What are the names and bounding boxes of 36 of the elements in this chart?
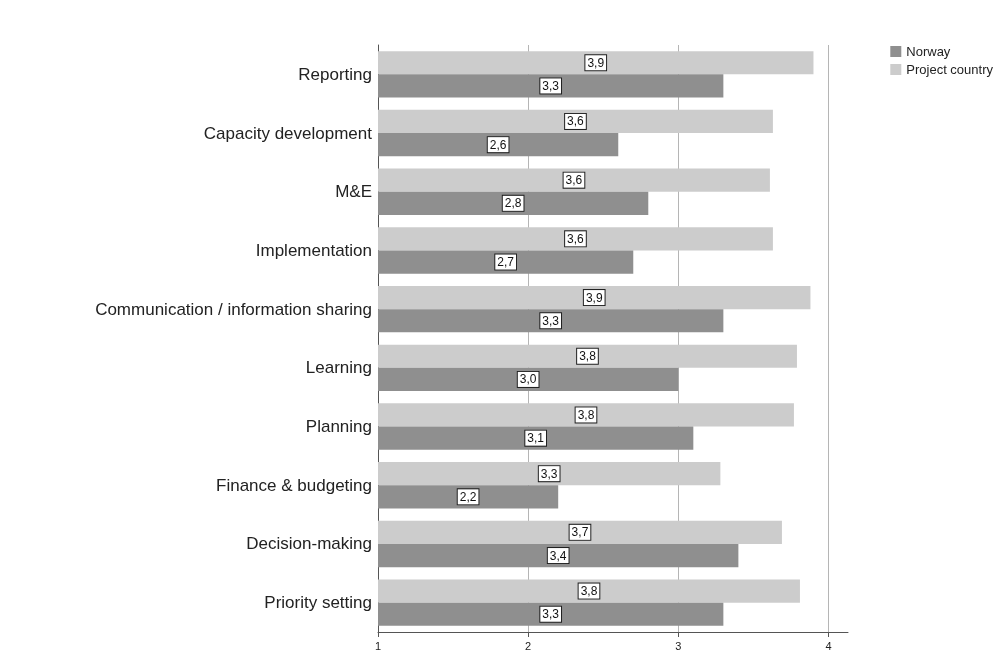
legend-label: Project country <box>906 62 994 77</box>
legend-label: Norway <box>906 44 951 59</box>
data-label: 3,8 <box>577 407 595 422</box>
data-label: 2,8 <box>504 196 522 211</box>
data-label: 3,6 <box>565 173 583 188</box>
y-tick-label: Learning <box>305 358 372 378</box>
data-label: 3,8 <box>580 584 598 599</box>
y-tick-label: Reporting <box>298 64 372 84</box>
x-tick-label: 2 <box>525 639 532 652</box>
data-label: 2,6 <box>489 137 507 152</box>
data-label: 3,0 <box>519 372 537 387</box>
y-tick-label: Implementation <box>255 240 372 260</box>
y-tick-label: Decision-making <box>246 534 372 554</box>
data-label: 3,8 <box>579 349 597 364</box>
data-label: 3,7 <box>571 525 589 540</box>
y-tick-label: Capacity development <box>203 123 373 143</box>
data-label: 2,2 <box>459 489 477 504</box>
data-label: 3,3 <box>542 313 560 328</box>
data-label: 2,7 <box>497 255 515 270</box>
y-tick-label: Priority setting <box>264 593 372 613</box>
y-tick-label: Planning <box>305 417 372 437</box>
data-label: 3,3 <box>540 466 558 481</box>
data-label: 3,9 <box>585 290 603 305</box>
data-label: 3,9 <box>587 55 605 70</box>
x-tick-label: 3 <box>675 639 682 652</box>
y-tick-label: Communication / information sharing <box>95 299 372 319</box>
x-tick-label: 1 <box>374 639 382 652</box>
data-label: 3,4 <box>549 548 567 563</box>
y-tick-label: Finance & budgeting <box>216 475 372 495</box>
data-label: 3,3 <box>542 78 560 93</box>
data-label: 3,3 <box>542 607 560 622</box>
y-tick-label: M&E <box>335 182 372 202</box>
data-label: 3,6 <box>567 231 585 246</box>
x-tick-label: 4 <box>825 639 832 652</box>
data-label: 3,6 <box>567 114 585 129</box>
data-label: 3,1 <box>527 431 545 446</box>
